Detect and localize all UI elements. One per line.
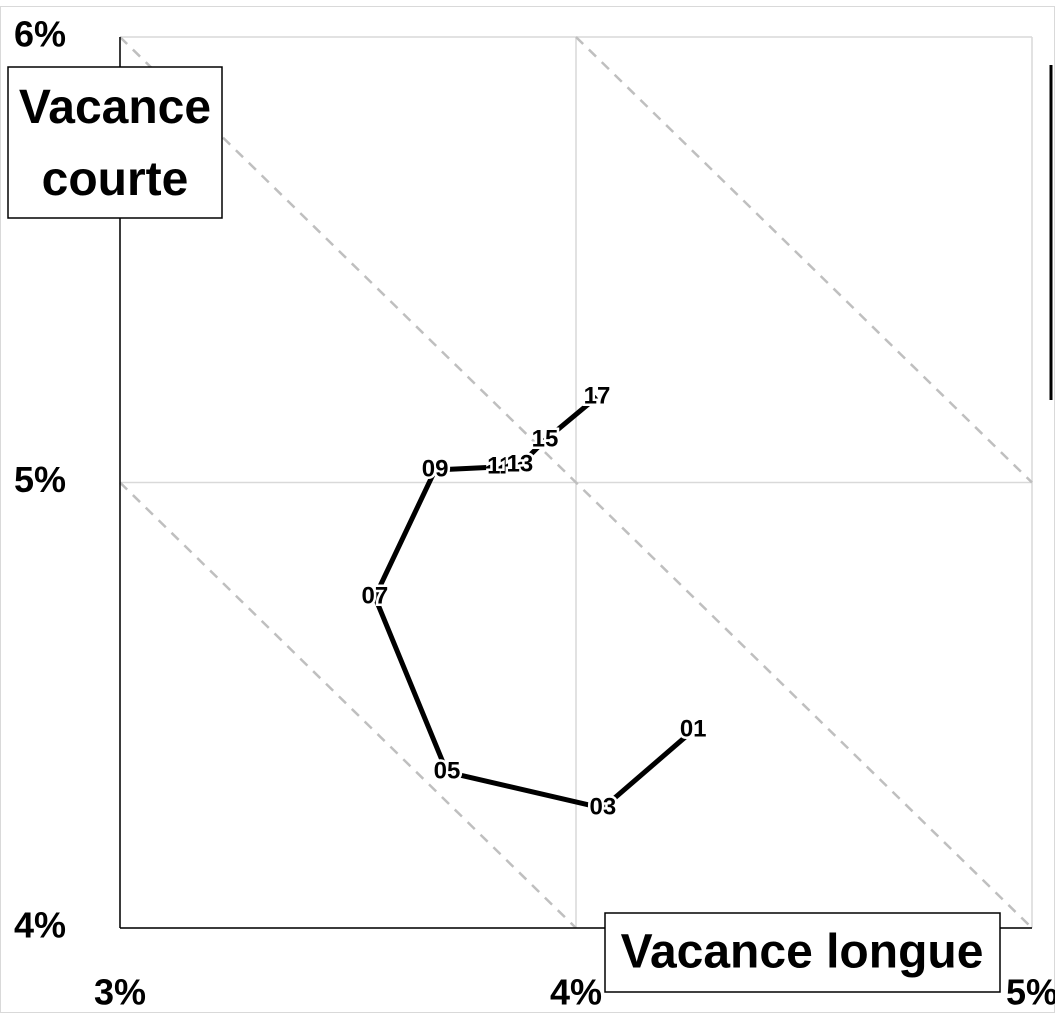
y-axis-title-line: courte bbox=[42, 153, 189, 206]
x-tick-label: 5% bbox=[1006, 972, 1055, 1013]
series-line bbox=[372, 395, 695, 811]
point-label: 05 bbox=[434, 757, 461, 784]
point-label: 11 bbox=[487, 452, 512, 479]
x-title-box bbox=[604, 912, 1001, 993]
y-axis-title-line: Vacance bbox=[19, 81, 211, 134]
reference-line bbox=[119, 36, 1033, 929]
reference-line bbox=[119, 481, 577, 929]
reference-line bbox=[575, 36, 1033, 484]
y-title-box bbox=[7, 66, 223, 219]
x-axis-title: Vacance longue bbox=[621, 926, 984, 979]
y-axis-title: Vacance courte bbox=[19, 81, 211, 206]
plot bbox=[372, 395, 695, 811]
x-tick-label: 4% bbox=[550, 972, 602, 1013]
point-label: 17 bbox=[584, 382, 611, 409]
y-tick-label: 4% bbox=[14, 905, 66, 946]
point-label: 01 bbox=[680, 716, 707, 743]
y-tick-label: 5% bbox=[14, 459, 66, 500]
y-tick-label: 6% bbox=[14, 14, 66, 55]
reference-lines bbox=[119, 36, 1033, 929]
x-tick-label: 3% bbox=[94, 972, 146, 1013]
point-label: 13 bbox=[507, 450, 534, 477]
point-label: 15 bbox=[532, 426, 559, 453]
point-label: 07 bbox=[362, 582, 389, 609]
point-label: 03 bbox=[590, 794, 617, 821]
axes: 3% 4% 5% 4% 5% 6% bbox=[14, 14, 1055, 1013]
point-label: 09 bbox=[422, 455, 449, 482]
